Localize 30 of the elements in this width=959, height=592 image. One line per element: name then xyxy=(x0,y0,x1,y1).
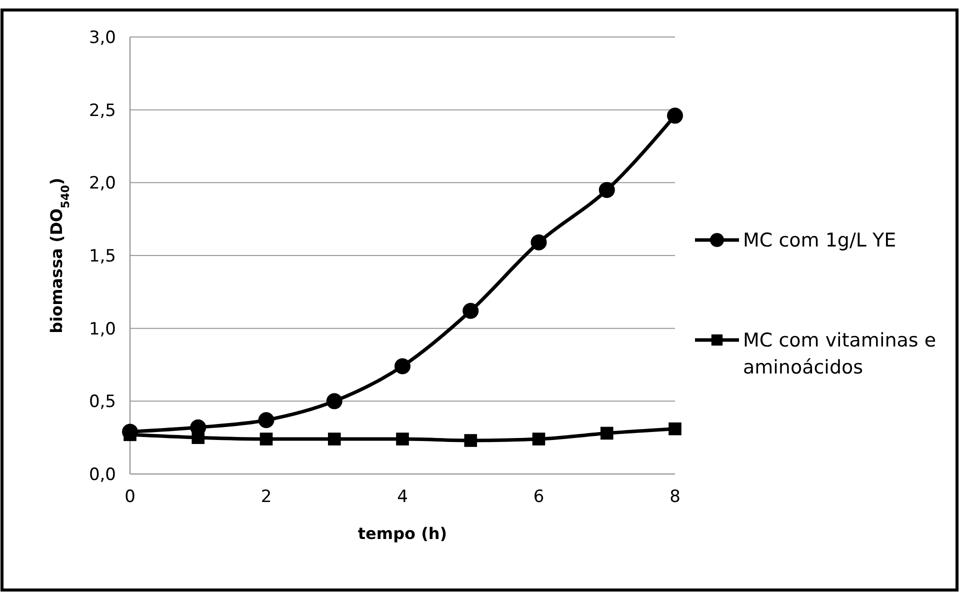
y-tick-label: 1,5 xyxy=(88,246,116,266)
point xyxy=(532,432,546,446)
point xyxy=(530,234,547,250)
point xyxy=(598,182,615,198)
legend-label: MC com 1g/L YE xyxy=(743,230,896,252)
point xyxy=(258,412,274,428)
x-tick-label: 2 xyxy=(260,487,272,507)
y-tick-label: 0,5 xyxy=(88,392,116,412)
x-tick-label: 4 xyxy=(397,487,408,507)
y-tick-label: 3,0 xyxy=(88,28,116,48)
x-axis-title: tempo (h) xyxy=(358,524,448,543)
x-tick-label: 0 xyxy=(124,487,136,507)
legend-label: MC com vitaminas e aminoácidos xyxy=(743,330,936,378)
point xyxy=(600,426,614,440)
x-tick-label: 6 xyxy=(533,487,544,507)
point xyxy=(394,358,410,374)
point xyxy=(260,432,273,446)
point xyxy=(396,432,409,446)
point xyxy=(668,422,682,436)
point xyxy=(667,108,683,124)
point xyxy=(326,393,342,410)
point xyxy=(328,432,341,446)
point xyxy=(192,431,205,444)
y-tick-label: 2,5 xyxy=(88,100,116,121)
x-tick-label: 8 xyxy=(670,487,680,507)
y-tick-label: 0,0 xyxy=(88,464,116,485)
point xyxy=(464,434,478,447)
point xyxy=(462,302,479,319)
y-tick-label: 2,0 xyxy=(88,174,116,194)
y-tick-label: 1,0 xyxy=(88,319,116,340)
